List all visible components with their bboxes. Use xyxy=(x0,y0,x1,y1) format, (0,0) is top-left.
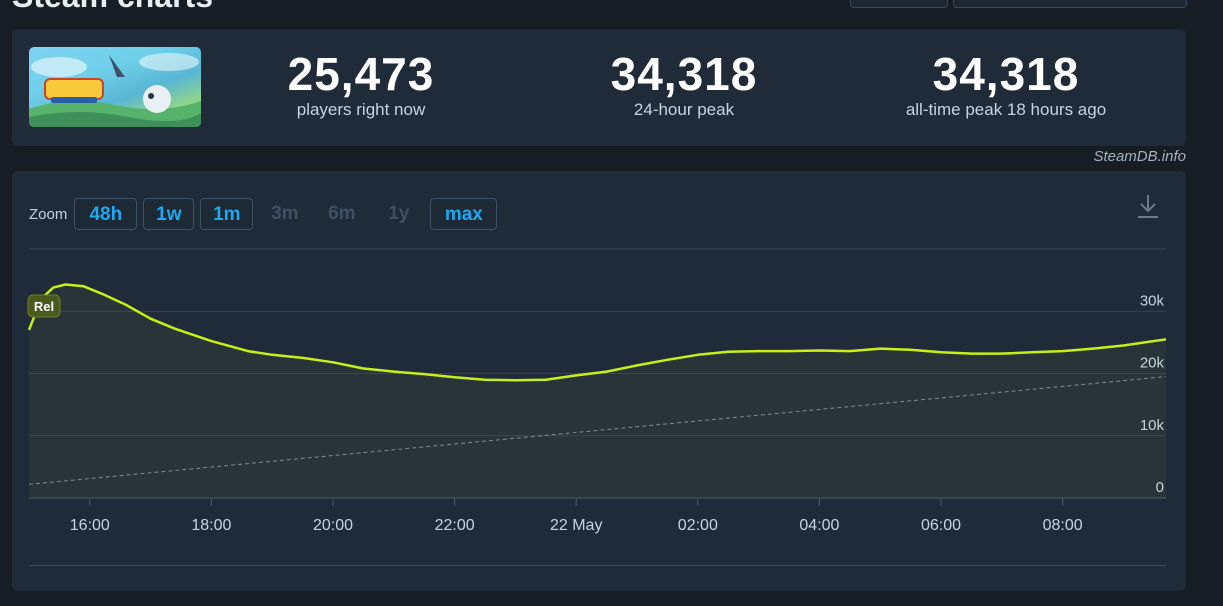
header-button-1[interactable] xyxy=(850,0,948,8)
chart-card: Zoom 48h 1w 1m 3m 6m 1y max 0 10k 20k 30k 16… xyxy=(12,171,1186,591)
x-tick-label: 16:00 xyxy=(70,517,110,534)
stats-card: 25,473 players right now 34,318 24-hour … xyxy=(12,29,1186,146)
x-tick-label: 08:00 xyxy=(1043,517,1083,534)
x-tick-label: 22:00 xyxy=(435,517,475,534)
y-tick-label: 20k xyxy=(1140,355,1165,372)
all-time-peak-value: 34,318 xyxy=(932,48,1080,100)
y-tick-label: 0 xyxy=(1156,479,1164,496)
day-peak-label: 24-hour peak xyxy=(633,100,735,119)
x-tick-label: 20:00 xyxy=(313,517,353,534)
game-thumbnail-art xyxy=(29,53,201,127)
zoom-1y-button[interactable]: 1y xyxy=(388,203,410,224)
current-players-stat: 25,473 players right now xyxy=(221,49,501,121)
zoom-label: Zoom xyxy=(29,205,68,223)
x-tick-label: 22 May xyxy=(550,517,602,534)
trend-line xyxy=(28,376,1167,485)
y-tick-label: 30k xyxy=(1140,292,1165,309)
current-players-label: players right now xyxy=(296,100,426,119)
chart-navigator[interactable] xyxy=(29,565,1166,606)
x-tick-label: 06:00 xyxy=(921,517,961,534)
x-tick-label: 02:00 xyxy=(678,517,718,534)
header-button-2[interactable] xyxy=(953,0,1187,8)
steamdb-watermark: SteamDB.info xyxy=(1093,148,1186,165)
series-area xyxy=(29,284,1166,498)
zoom-1m-button[interactable]: 1m xyxy=(200,198,254,230)
y-tick-label: 10k xyxy=(1140,417,1165,434)
current-players-value: 25,473 xyxy=(287,48,435,100)
zoom-max-button[interactable]: max xyxy=(430,198,498,230)
rel-badge-label: Rel xyxy=(34,299,54,314)
player-count-chart[interactable]: 0 10k 20k 30k 16:00 18:00 20:00 22:00 22 May 02:0… xyxy=(12,171,1186,571)
rel-badge xyxy=(27,294,61,318)
zoom-6m-button[interactable]: 6m xyxy=(328,203,356,224)
zoom-1w-button[interactable]: 1w xyxy=(143,198,195,230)
page-title: Steam charts xyxy=(12,0,213,15)
player-count-line xyxy=(27,283,1167,382)
all-time-peak-label: all-time peak 18 hours ago xyxy=(905,100,1107,119)
download-icon[interactable] xyxy=(1136,193,1160,219)
zoom-3m-button[interactable]: 3m xyxy=(271,203,299,224)
day-peak-stat: 34,318 24-hour peak xyxy=(544,49,824,121)
x-tick-label: 04:00 xyxy=(799,517,839,534)
all-time-peak-stat: 34,318 all-time peak 18 hours ago xyxy=(866,49,1146,121)
x-tick-label: 18:00 xyxy=(191,517,231,534)
zoom-controls: Zoom 48h 1w 1m 3m 6m 1y max xyxy=(29,196,503,232)
game-thumbnail[interactable] xyxy=(29,47,201,127)
day-peak-value: 34,318 xyxy=(610,48,758,100)
zoom-48h-button[interactable]: 48h xyxy=(74,198,138,230)
